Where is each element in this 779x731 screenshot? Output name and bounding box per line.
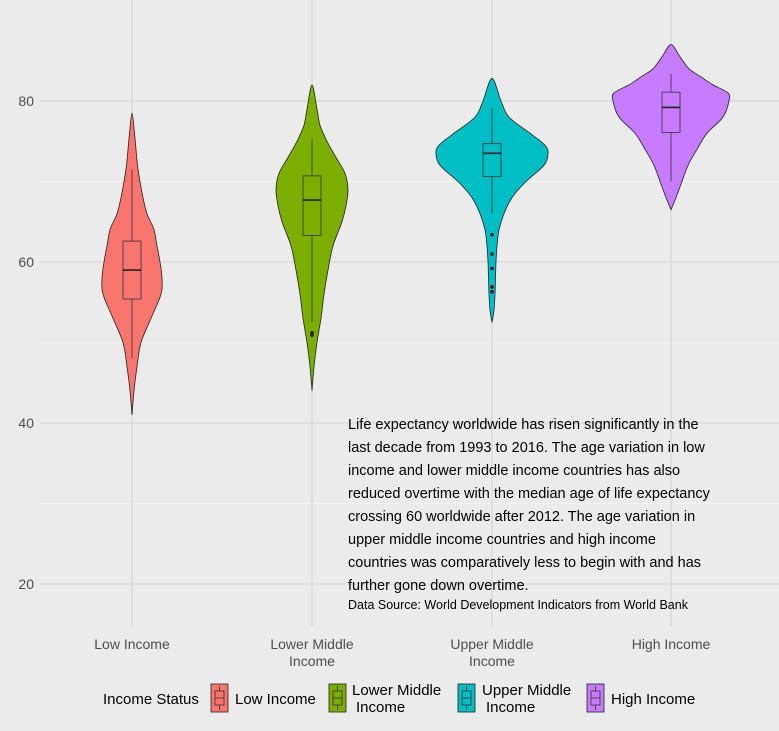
violin-group-3	[435, 78, 549, 323]
x-tick-label: Income	[469, 653, 515, 669]
annotation-line: further gone down overtime.	[348, 578, 529, 594]
legend-key-2	[328, 683, 347, 713]
annotation-line: upper middle income countries and high i…	[348, 532, 656, 548]
outlier-point	[310, 331, 314, 335]
violin	[611, 44, 731, 211]
box	[661, 91, 681, 133]
y-tick-label: 20	[18, 576, 34, 592]
box	[482, 143, 502, 178]
annotation-line: countries was comparatively less to begi…	[348, 555, 701, 571]
x-tick-label: Upper Middle	[450, 636, 533, 652]
legend-key-3	[457, 683, 476, 713]
legend-key-1	[210, 683, 229, 713]
x-tick-label: High Income	[632, 636, 711, 652]
outlier-point	[490, 232, 494, 237]
legend-label: Income	[356, 699, 405, 716]
legend-label: Upper Middle	[482, 682, 571, 699]
y-tick-label: 80	[18, 93, 34, 109]
x-tick-label: Income	[289, 653, 335, 669]
violin-group-2	[275, 84, 349, 391]
y-tick-label: 60	[18, 254, 34, 270]
annotation-line: reduced overtime with the median age of …	[348, 486, 711, 502]
data-source-note: Data Source: World Development Indicator…	[348, 598, 689, 612]
annotation-line: Life expectancy worldwide has risen sign…	[348, 417, 699, 433]
outlier-point	[490, 252, 494, 256]
legend-label: High Income	[611, 691, 695, 708]
annotation-line: crossing 60 worldwide after 2012. The ag…	[348, 509, 695, 525]
y-tick-label: 40	[18, 415, 34, 431]
legend-label: Lower Middle	[352, 682, 441, 699]
legend-key-4	[586, 683, 605, 713]
legend-title: Income Status	[103, 691, 199, 708]
annotation-line: last decade from 1993 to 2016. The age v…	[348, 440, 705, 456]
outlier-point	[490, 289, 494, 294]
annotation-line: income and lower middle income countries…	[348, 463, 680, 479]
violin-group-1	[101, 112, 163, 415]
legend-label: Income	[486, 699, 535, 716]
box	[302, 175, 322, 236]
legend-label: Low Income	[235, 691, 316, 708]
outlier-point	[490, 285, 494, 289]
outlier-point	[490, 266, 494, 271]
x-tick-label: Lower Middle	[270, 636, 353, 652]
violin-group-4	[611, 44, 731, 211]
x-tick-label: Low Income	[94, 636, 170, 652]
violin	[101, 112, 163, 415]
